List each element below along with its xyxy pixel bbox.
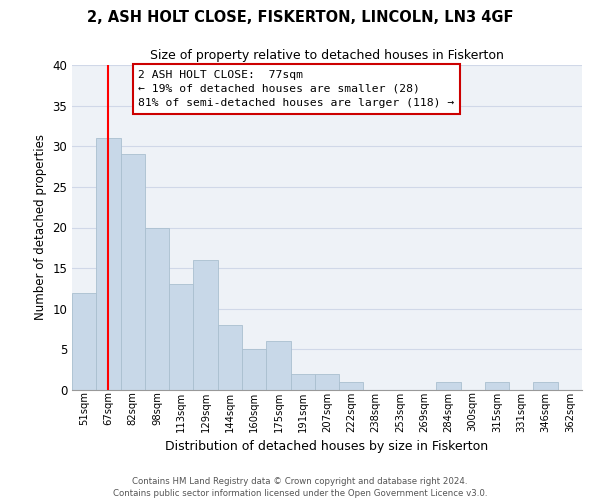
Bar [169, 284, 193, 390]
Bar [218, 325, 242, 390]
X-axis label: Distribution of detached houses by size in Fiskerton: Distribution of detached houses by size … [166, 440, 488, 453]
Bar [533, 382, 558, 390]
Bar [145, 228, 169, 390]
Bar [266, 341, 290, 390]
Bar [315, 374, 339, 390]
Bar [193, 260, 218, 390]
Bar [242, 350, 266, 390]
Bar [436, 382, 461, 390]
Bar [72, 292, 96, 390]
Title: Size of property relative to detached houses in Fiskerton: Size of property relative to detached ho… [150, 50, 504, 62]
Bar [339, 382, 364, 390]
Bar [121, 154, 145, 390]
Text: 2 ASH HOLT CLOSE:  77sqm
← 19% of detached houses are smaller (28)
81% of semi-d: 2 ASH HOLT CLOSE: 77sqm ← 19% of detache… [139, 70, 455, 108]
Text: 2, ASH HOLT CLOSE, FISKERTON, LINCOLN, LN3 4GF: 2, ASH HOLT CLOSE, FISKERTON, LINCOLN, L… [87, 10, 513, 25]
Bar [96, 138, 121, 390]
Bar [290, 374, 315, 390]
Y-axis label: Number of detached properties: Number of detached properties [34, 134, 47, 320]
Bar [485, 382, 509, 390]
Text: Contains HM Land Registry data © Crown copyright and database right 2024.
Contai: Contains HM Land Registry data © Crown c… [113, 476, 487, 498]
